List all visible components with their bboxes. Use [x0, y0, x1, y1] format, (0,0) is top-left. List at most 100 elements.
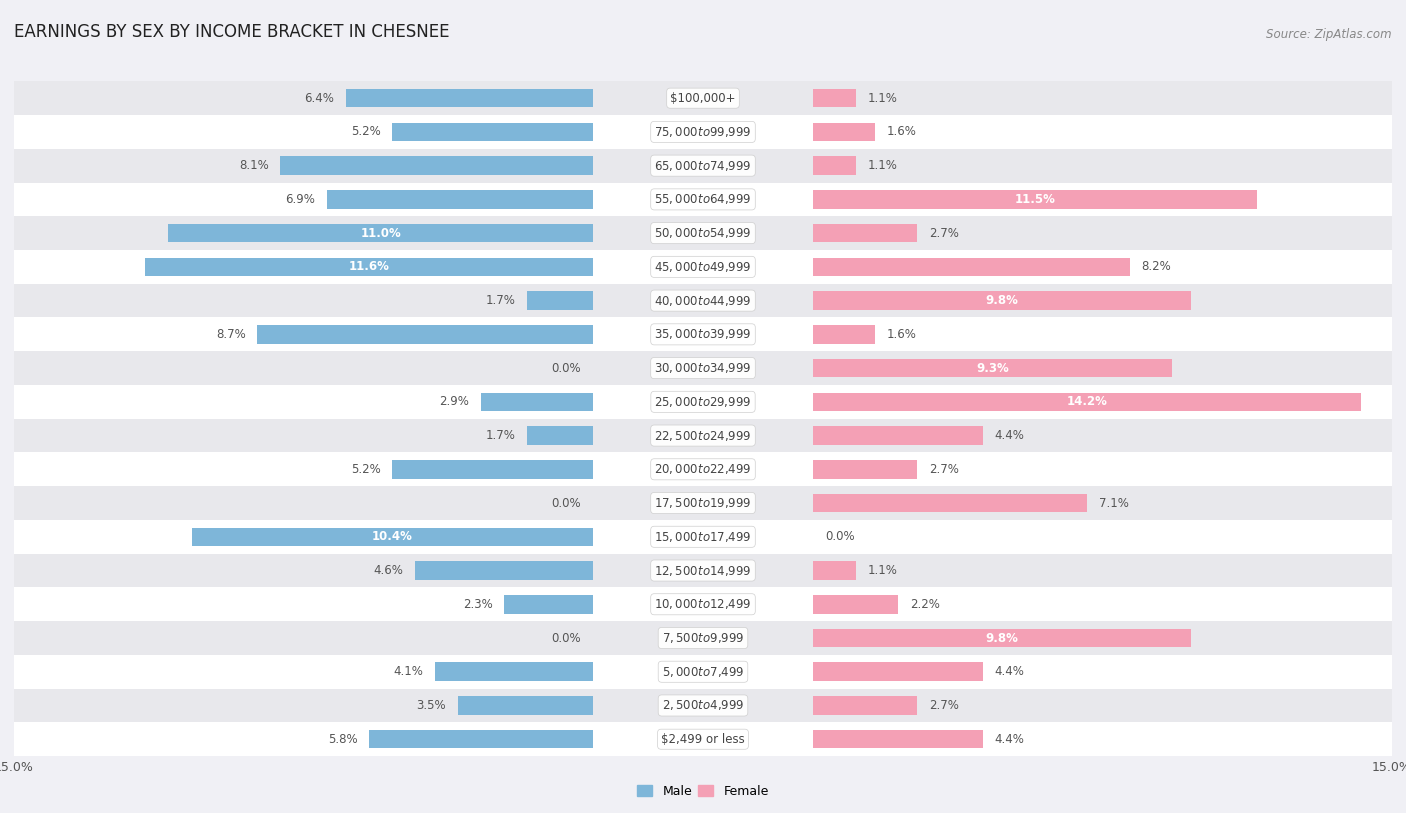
Bar: [0, 317, 1406, 351]
Text: $40,000 to $44,999: $40,000 to $44,999: [654, 293, 752, 307]
Bar: [0, 216, 1406, 250]
Text: 1.7%: 1.7%: [485, 294, 516, 307]
Bar: [191, 528, 593, 546]
Bar: [0, 250, 1406, 284]
Text: $2,500 to $4,999: $2,500 to $4,999: [662, 698, 744, 712]
Bar: [0, 182, 1406, 216]
Bar: [813, 628, 1191, 647]
Bar: [0, 284, 1406, 317]
Bar: [415, 561, 593, 580]
Bar: [813, 156, 856, 175]
Text: $25,000 to $29,999: $25,000 to $29,999: [654, 395, 752, 409]
Text: 1.1%: 1.1%: [868, 564, 897, 577]
Bar: [0, 419, 1406, 452]
Text: $45,000 to $49,999: $45,000 to $49,999: [654, 260, 752, 274]
Bar: [0, 689, 1406, 723]
Bar: [0, 115, 1406, 149]
Text: 4.6%: 4.6%: [374, 564, 404, 577]
Text: 14.2%: 14.2%: [1067, 395, 1108, 408]
Bar: [813, 493, 1087, 512]
Text: 4.4%: 4.4%: [994, 733, 1025, 746]
Text: 1.1%: 1.1%: [868, 159, 897, 172]
Bar: [0, 216, 1406, 250]
Text: $7,500 to $9,999: $7,500 to $9,999: [662, 631, 744, 645]
Text: EARNINGS BY SEX BY INCOME BRACKET IN CHESNEE: EARNINGS BY SEX BY INCOME BRACKET IN CHE…: [14, 23, 450, 41]
Bar: [0, 115, 1406, 149]
Bar: [0, 621, 1406, 655]
Bar: [813, 325, 875, 344]
Bar: [0, 216, 1406, 250]
Text: 2.9%: 2.9%: [440, 395, 470, 408]
Text: $35,000 to $39,999: $35,000 to $39,999: [654, 328, 752, 341]
Bar: [813, 258, 1129, 276]
Bar: [0, 655, 1406, 689]
Text: 9.8%: 9.8%: [986, 632, 1019, 645]
Legend: Male, Female: Male, Female: [633, 780, 773, 802]
Bar: [0, 149, 1406, 183]
Bar: [0, 182, 1406, 216]
Text: $15,000 to $17,499: $15,000 to $17,499: [654, 530, 752, 544]
Bar: [813, 393, 1361, 411]
Text: 4.4%: 4.4%: [994, 665, 1025, 678]
Bar: [0, 452, 1406, 486]
Bar: [0, 81, 1406, 115]
Bar: [458, 696, 593, 715]
Bar: [0, 520, 1406, 554]
Bar: [0, 419, 1406, 452]
Bar: [813, 123, 875, 141]
Bar: [813, 460, 917, 479]
Text: 7.1%: 7.1%: [1098, 497, 1129, 510]
Text: 2.7%: 2.7%: [929, 699, 959, 712]
Bar: [0, 587, 1406, 621]
Bar: [0, 486, 1406, 520]
Text: 2.7%: 2.7%: [929, 227, 959, 240]
Bar: [0, 115, 1406, 149]
Text: 11.5%: 11.5%: [1015, 193, 1056, 206]
Bar: [527, 426, 593, 445]
Text: 8.2%: 8.2%: [1142, 260, 1171, 273]
Text: $100,000+: $100,000+: [671, 92, 735, 105]
Bar: [0, 182, 1406, 216]
Text: $17,500 to $19,999: $17,500 to $19,999: [654, 496, 752, 510]
Text: $50,000 to $54,999: $50,000 to $54,999: [654, 226, 752, 240]
Bar: [0, 520, 1406, 554]
Text: 2.2%: 2.2%: [910, 598, 939, 611]
Bar: [813, 291, 1191, 310]
Bar: [169, 224, 593, 242]
Text: 4.4%: 4.4%: [994, 429, 1025, 442]
Bar: [0, 554, 1406, 587]
Bar: [0, 317, 1406, 351]
Bar: [481, 393, 593, 411]
Bar: [0, 486, 1406, 520]
Bar: [0, 655, 1406, 689]
Bar: [0, 351, 1406, 385]
Bar: [0, 284, 1406, 317]
Bar: [813, 89, 856, 107]
Bar: [0, 351, 1406, 385]
Bar: [0, 689, 1406, 723]
Text: $55,000 to $64,999: $55,000 to $64,999: [654, 193, 752, 207]
Bar: [813, 426, 983, 445]
Text: 9.8%: 9.8%: [986, 294, 1019, 307]
Bar: [0, 250, 1406, 284]
Text: 11.0%: 11.0%: [360, 227, 401, 240]
Bar: [392, 123, 593, 141]
Bar: [0, 149, 1406, 183]
Bar: [0, 554, 1406, 587]
Text: 2.3%: 2.3%: [463, 598, 492, 611]
Text: 0.0%: 0.0%: [551, 497, 581, 510]
Text: 4.1%: 4.1%: [394, 665, 423, 678]
Text: $65,000 to $74,999: $65,000 to $74,999: [654, 159, 752, 172]
Text: 8.1%: 8.1%: [239, 159, 269, 172]
Text: 1.6%: 1.6%: [887, 125, 917, 138]
Text: Source: ZipAtlas.com: Source: ZipAtlas.com: [1267, 28, 1392, 41]
Text: $75,000 to $99,999: $75,000 to $99,999: [654, 125, 752, 139]
Text: 10.4%: 10.4%: [371, 530, 412, 543]
Bar: [0, 520, 1406, 554]
Bar: [0, 554, 1406, 587]
Bar: [145, 258, 593, 276]
Text: $2,499 or less: $2,499 or less: [661, 733, 745, 746]
Bar: [0, 419, 1406, 452]
Text: 2.7%: 2.7%: [929, 463, 959, 476]
Text: 9.3%: 9.3%: [976, 362, 1010, 375]
